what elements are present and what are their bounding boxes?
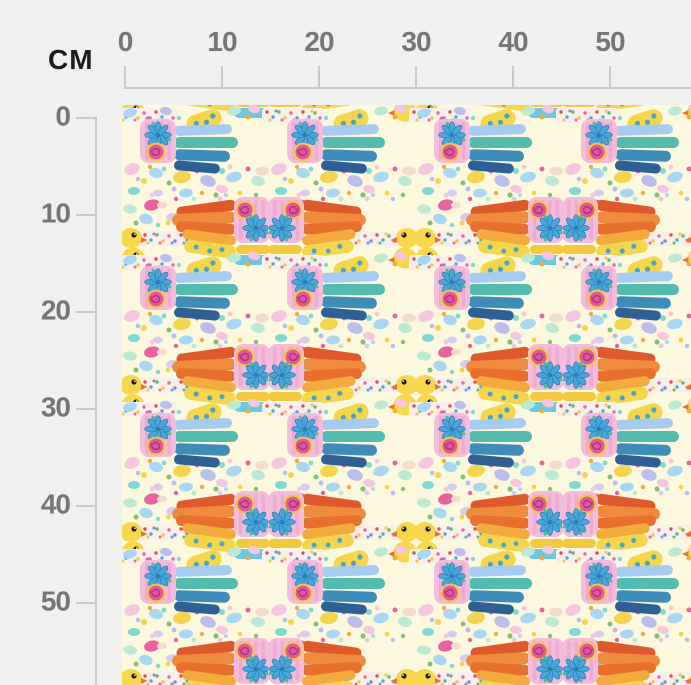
top-ruler-tick [415,66,417,87]
left-ruler-baseline [95,117,97,685]
left-ruler-label-30: 30 [40,391,71,423]
left-ruler-label-20: 20 [40,294,71,326]
left-ruler-tick [76,311,96,313]
left-ruler-tick [76,505,96,507]
top-ruler-label-40: 40 [498,26,528,57]
top-ruler-tick [609,66,611,87]
top-ruler-baseline [124,87,691,89]
left-ruler-tick [76,117,96,119]
top-ruler-label-20: 20 [304,26,334,57]
top-ruler-label-30: 30 [401,26,431,57]
ruler-unit-label: CM [48,44,94,75]
left-ruler-label-0: 0 [55,100,71,132]
top-ruler-label-50: 50 [595,26,625,57]
top-ruler-label-0: 0 [117,26,134,57]
left-ruler-tick [76,214,96,216]
top-ruler-tick [221,66,223,87]
fabric-preview-canvas [122,105,691,685]
left-ruler-label-40: 40 [40,488,71,520]
left-ruler-label-50: 50 [40,585,71,617]
top-ruler-tick [318,66,320,87]
left-ruler-label-10: 10 [40,197,71,229]
fabric-pattern-svg [122,105,691,685]
left-ruler-tick [76,602,96,604]
top-ruler-tick [512,66,514,87]
left-ruler-tick [76,408,96,410]
top-ruler-label-10: 10 [207,26,237,57]
top-ruler-tick [124,66,126,87]
